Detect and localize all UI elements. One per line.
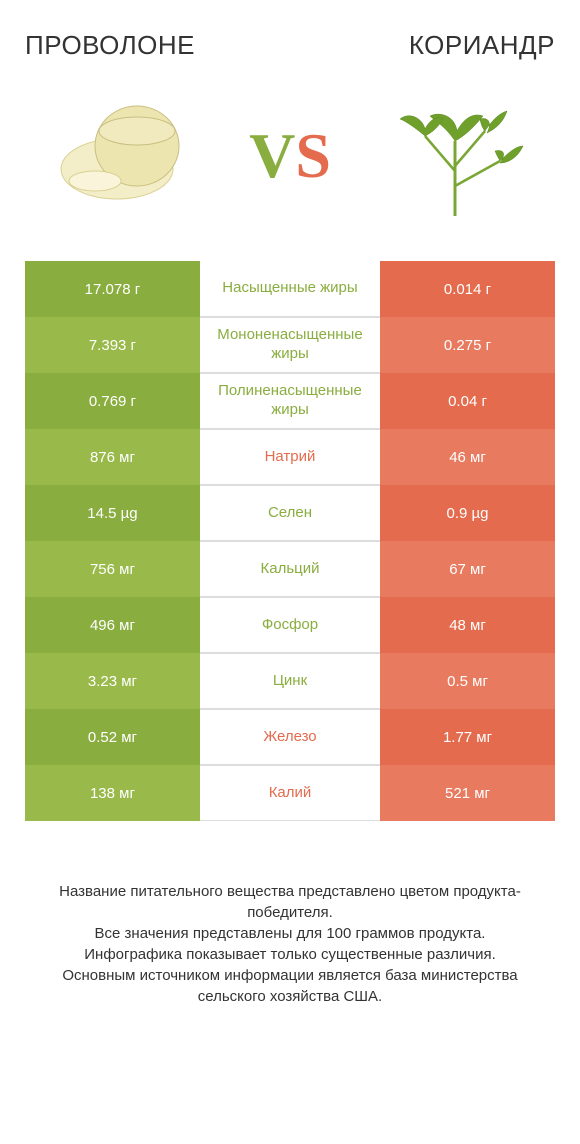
table-row: 496 мгФосфор48 мг: [25, 597, 555, 653]
comparison-table: 17.078 гНасыщенные жиры0.014 г7.393 гМон…: [25, 261, 555, 821]
left-value: 756 мг: [25, 541, 200, 597]
vs-label: VS: [249, 119, 331, 193]
nutrient-label: Калий: [200, 765, 380, 821]
left-value: 0.52 мг: [25, 709, 200, 765]
right-value: 0.5 мг: [380, 653, 555, 709]
nutrient-label: Фосфор: [200, 597, 380, 653]
hero-row: VS: [45, 91, 535, 221]
left-value: 3.23 мг: [25, 653, 200, 709]
right-value: 0.014 г: [380, 261, 555, 317]
table-row: 138 мгКалий521 мг: [25, 765, 555, 821]
vs-v: V: [249, 120, 295, 191]
vs-s: S: [295, 120, 331, 191]
right-value: 48 мг: [380, 597, 555, 653]
nutrient-label: Селен: [200, 485, 380, 541]
footer-line-2: Все значения представлены для 100 граммо…: [35, 923, 545, 944]
left-value: 7.393 г: [25, 317, 200, 373]
table-row: 0.52 мгЖелезо1.77 мг: [25, 709, 555, 765]
left-product-title: ПРОВОЛОНЕ: [25, 30, 195, 61]
left-product-image: [45, 91, 205, 221]
header: ПРОВОЛОНЕ КОРИАНДР: [25, 30, 555, 61]
nutrient-label: Кальций: [200, 541, 380, 597]
nutrient-label: Полиненасыщенные жиры: [200, 373, 380, 429]
right-value: 0.04 г: [380, 373, 555, 429]
table-row: 17.078 гНасыщенные жиры0.014 г: [25, 261, 555, 317]
table-row: 14.5 µgСелен0.9 µg: [25, 485, 555, 541]
footer-line-3: Инфографика показывает только существенн…: [35, 944, 545, 965]
footer-notes: Название питательного вещества представл…: [25, 881, 555, 1007]
left-value: 14.5 µg: [25, 485, 200, 541]
right-value: 0.275 г: [380, 317, 555, 373]
nutrient-label: Железо: [200, 709, 380, 765]
right-value: 1.77 мг: [380, 709, 555, 765]
table-row: 756 мгКальций67 мг: [25, 541, 555, 597]
left-value: 17.078 г: [25, 261, 200, 317]
table-row: 0.769 гПолиненасыщенные жиры0.04 г: [25, 373, 555, 429]
right-value: 46 мг: [380, 429, 555, 485]
left-value: 0.769 г: [25, 373, 200, 429]
nutrient-label: Цинк: [200, 653, 380, 709]
right-value: 521 мг: [380, 765, 555, 821]
nutrient-label: Насыщенные жиры: [200, 261, 380, 317]
left-value: 876 мг: [25, 429, 200, 485]
right-product-image: [375, 91, 535, 221]
table-row: 3.23 мгЦинк0.5 мг: [25, 653, 555, 709]
table-row: 7.393 гМононенасыщенные жиры0.275 г: [25, 317, 555, 373]
left-value: 496 мг: [25, 597, 200, 653]
right-value: 0.9 µg: [380, 485, 555, 541]
nutrient-label: Натрий: [200, 429, 380, 485]
right-value: 67 мг: [380, 541, 555, 597]
footer-line-1: Название питательного вещества представл…: [35, 881, 545, 923]
left-value: 138 мг: [25, 765, 200, 821]
right-product-title: КОРИАНДР: [409, 30, 555, 61]
nutrient-label: Мононенасыщенные жиры: [200, 317, 380, 373]
footer-line-4: Основным источником информации является …: [35, 965, 545, 1007]
table-row: 876 мгНатрий46 мг: [25, 429, 555, 485]
